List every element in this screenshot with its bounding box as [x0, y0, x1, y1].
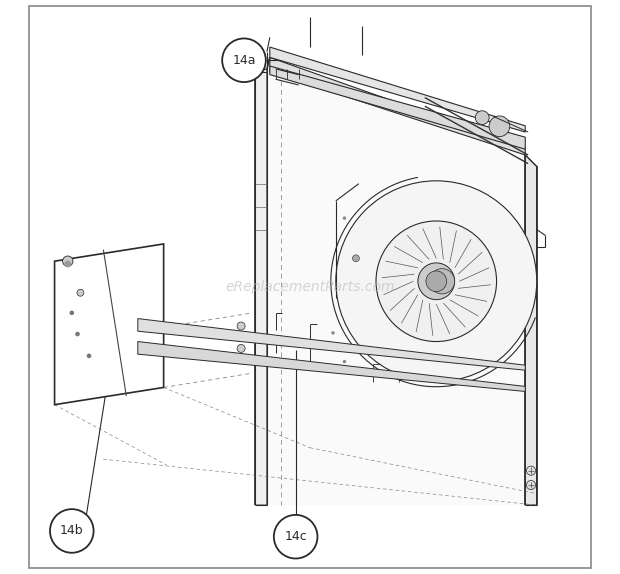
Circle shape: [343, 216, 346, 220]
Circle shape: [222, 38, 266, 82]
Circle shape: [476, 111, 489, 125]
Circle shape: [274, 515, 317, 559]
Circle shape: [237, 344, 245, 352]
Circle shape: [353, 255, 360, 262]
Text: eReplacementParts.com: eReplacementParts.com: [225, 280, 395, 294]
Circle shape: [50, 509, 94, 553]
Circle shape: [418, 263, 454, 300]
Circle shape: [526, 466, 536, 475]
Circle shape: [376, 221, 497, 342]
Polygon shape: [525, 155, 537, 505]
Circle shape: [87, 354, 91, 358]
Circle shape: [336, 181, 537, 382]
Polygon shape: [255, 69, 267, 505]
Circle shape: [343, 360, 346, 363]
Circle shape: [331, 331, 335, 335]
Circle shape: [75, 332, 80, 336]
Polygon shape: [138, 319, 525, 370]
Text: 14a: 14a: [232, 54, 255, 67]
Polygon shape: [55, 244, 164, 405]
Text: 14b: 14b: [60, 525, 84, 537]
Polygon shape: [138, 342, 525, 391]
Polygon shape: [270, 66, 525, 149]
Circle shape: [430, 269, 454, 294]
Circle shape: [343, 274, 346, 277]
Polygon shape: [270, 69, 525, 505]
Polygon shape: [270, 57, 525, 155]
Polygon shape: [270, 47, 525, 132]
Circle shape: [377, 343, 381, 346]
Circle shape: [237, 322, 245, 330]
Circle shape: [426, 271, 446, 292]
Circle shape: [64, 261, 71, 267]
Circle shape: [489, 116, 510, 137]
Circle shape: [63, 256, 73, 266]
Circle shape: [77, 289, 84, 296]
Text: 14c: 14c: [285, 530, 307, 543]
Circle shape: [526, 480, 536, 490]
Circle shape: [69, 311, 74, 315]
Circle shape: [412, 371, 415, 375]
Circle shape: [394, 257, 398, 260]
